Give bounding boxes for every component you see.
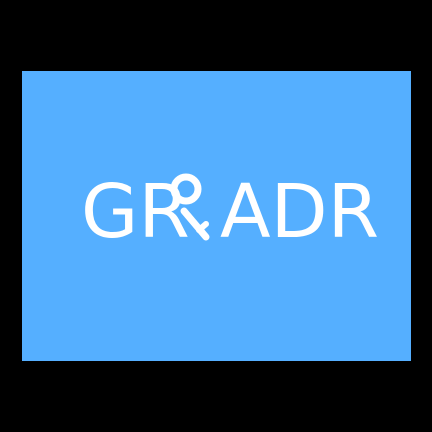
gradr-logo-svg: GR ADR xyxy=(81,169,379,255)
logo-letters-adr: ADR xyxy=(220,169,379,255)
magnifier-icon xyxy=(170,173,210,241)
gradr-logo: GR ADR xyxy=(22,71,411,361)
logo-panel: GR ADR xyxy=(22,71,411,361)
